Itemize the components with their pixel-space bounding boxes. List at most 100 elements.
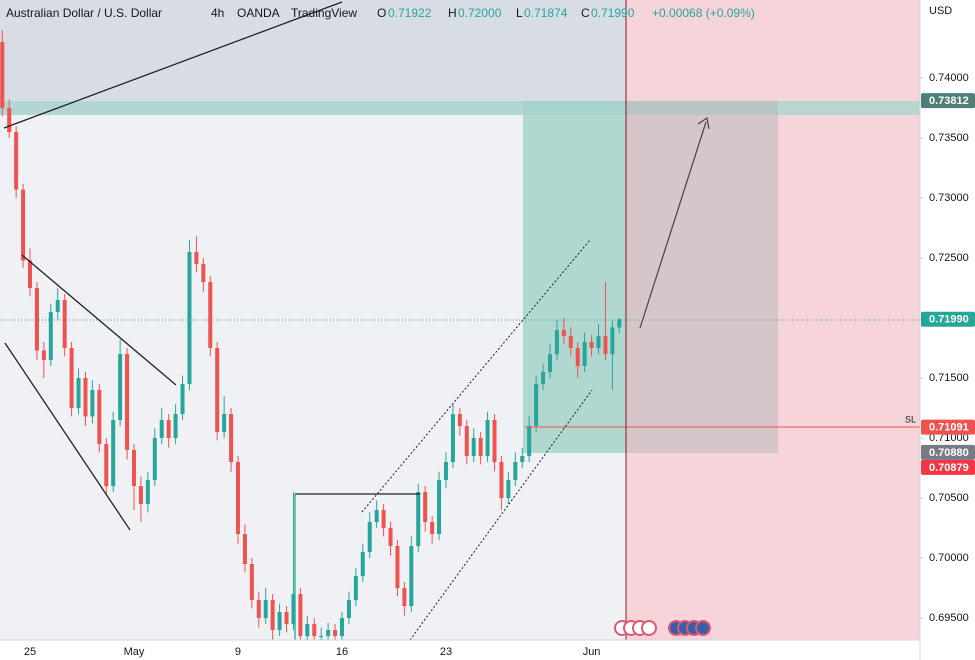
candle-body bbox=[381, 510, 386, 529]
candle-body bbox=[492, 420, 497, 463]
candle-body bbox=[21, 189, 26, 261]
candle-body bbox=[478, 438, 483, 457]
candle-body bbox=[617, 319, 622, 328]
arrow bbox=[639, 121, 707, 329]
quote-value: 0.71874 bbox=[524, 6, 568, 20]
trend-line bbox=[4, 342, 131, 531]
candle-body bbox=[541, 372, 546, 385]
candle-body bbox=[506, 480, 511, 499]
candle-body bbox=[353, 576, 358, 601]
candle-body bbox=[395, 546, 400, 589]
candle-body bbox=[575, 348, 580, 367]
quote-value: 0.71990 bbox=[591, 6, 635, 20]
y-tick-label: 0.69500 bbox=[929, 612, 969, 624]
candle-body bbox=[312, 624, 317, 637]
candle-body bbox=[534, 384, 539, 427]
candle-body bbox=[235, 462, 240, 535]
zone-shade bbox=[0, 0, 626, 115]
candle-body bbox=[603, 336, 608, 355]
quote-key: H bbox=[448, 6, 457, 20]
candle-body bbox=[457, 414, 462, 427]
candle-body bbox=[367, 522, 372, 553]
profit-zone bbox=[523, 101, 626, 453]
candle-body bbox=[291, 594, 296, 625]
candle-body bbox=[173, 414, 178, 439]
candle-body bbox=[152, 438, 157, 481]
symbol: Australian Dollar / U.S. Dollar bbox=[6, 6, 162, 20]
candle-body bbox=[423, 492, 428, 523]
candle-body bbox=[69, 348, 74, 409]
candles bbox=[0, 30, 622, 640]
candle-body bbox=[554, 330, 559, 355]
candle-body bbox=[402, 588, 407, 607]
candle-body bbox=[7, 108, 12, 133]
candle-body bbox=[166, 420, 171, 439]
x-tick-label: May bbox=[124, 646, 145, 658]
candle-body bbox=[388, 528, 393, 547]
candle-body bbox=[28, 260, 33, 289]
price-axis bbox=[920, 0, 975, 660]
candle-body bbox=[111, 420, 116, 487]
quote-key: C bbox=[581, 6, 590, 20]
candle-body bbox=[409, 546, 414, 607]
y-tick-label: 0.71500 bbox=[929, 372, 969, 384]
channel-line bbox=[361, 239, 591, 513]
candle-body bbox=[62, 300, 67, 349]
y-tick-label: 0.70000 bbox=[929, 552, 969, 564]
currency: USD bbox=[929, 5, 952, 17]
y-tick-label: 0.70500 bbox=[929, 492, 969, 504]
source: TradingView bbox=[291, 6, 357, 20]
quote-value: 0.71922 bbox=[388, 6, 432, 20]
candle-body bbox=[333, 630, 338, 637]
candle-body bbox=[437, 480, 442, 535]
y-tick-label: 0.71000 bbox=[929, 432, 969, 444]
target-band bbox=[0, 101, 920, 115]
candle-body bbox=[270, 600, 275, 631]
price-tag bbox=[921, 93, 975, 109]
candle-body bbox=[589, 342, 594, 349]
candle-body bbox=[194, 252, 199, 265]
price-tag-label: 0.73812 bbox=[929, 95, 969, 107]
candle-body bbox=[90, 390, 95, 417]
candle-body bbox=[443, 462, 448, 481]
candle-body bbox=[263, 600, 268, 619]
candle-body bbox=[464, 426, 469, 457]
x-tick-label: 25 bbox=[24, 646, 36, 658]
candle-body bbox=[159, 420, 164, 439]
candle-body bbox=[547, 354, 552, 373]
candle-body bbox=[346, 600, 351, 619]
trend-line bbox=[3, 1, 343, 129]
candle-body bbox=[610, 327, 615, 355]
price-tag-label: 0.71091 bbox=[929, 422, 969, 434]
projection-zone bbox=[626, 101, 778, 453]
candle-body bbox=[416, 492, 421, 547]
quote-value: 0.72000 bbox=[458, 6, 502, 20]
x-tick-label: Jun bbox=[583, 646, 601, 658]
candle-body bbox=[145, 480, 150, 505]
change: +0.00068 (+0.09%) bbox=[652, 6, 755, 20]
header: Australian Dollar / U.S. Dollar 4h OANDA… bbox=[6, 6, 755, 20]
candle-body bbox=[326, 630, 331, 637]
candle-body bbox=[83, 378, 88, 417]
candle-body bbox=[14, 132, 19, 190]
candle-body bbox=[242, 534, 247, 565]
candle-body bbox=[104, 444, 109, 487]
price-tag bbox=[921, 444, 975, 460]
price-tag-label: 0.70879 bbox=[929, 462, 969, 474]
candle-body bbox=[34, 288, 39, 351]
candle-body bbox=[118, 354, 123, 421]
candle-body bbox=[527, 426, 532, 457]
x-tick-label: 23 bbox=[440, 646, 452, 658]
interval: 4h bbox=[211, 6, 224, 20]
candle-body bbox=[131, 450, 136, 487]
candle-body bbox=[138, 486, 143, 505]
candle-body bbox=[596, 336, 601, 349]
candle-body bbox=[284, 612, 289, 625]
candle-body bbox=[319, 636, 324, 638]
candle-body bbox=[305, 624, 310, 637]
candle-body bbox=[97, 390, 102, 445]
y-tick-label: 0.72500 bbox=[929, 252, 969, 264]
quote-key: L bbox=[516, 6, 523, 20]
